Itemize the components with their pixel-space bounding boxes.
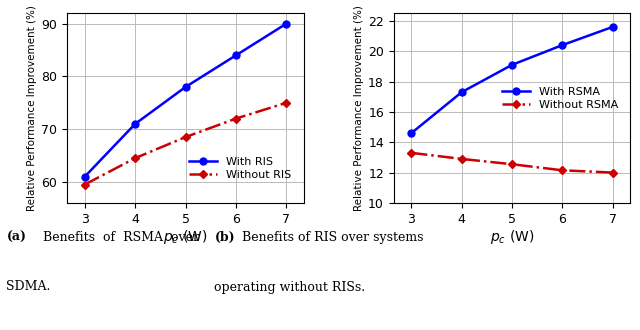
With RIS [131, 122, 139, 126]
Without RIS [282, 101, 290, 105]
With RSMA [508, 63, 516, 67]
Line: Without RSMA: Without RSMA [408, 150, 616, 176]
Without RSMA [609, 171, 616, 175]
With RSMA [458, 90, 465, 94]
Y-axis label: Relative Performance Improvement (%): Relative Performance Improvement (%) [354, 5, 364, 211]
With RIS [282, 22, 290, 26]
Text: Benefits of RIS over systems: Benefits of RIS over systems [238, 231, 424, 244]
Without RIS [131, 156, 139, 160]
Text: (b): (b) [214, 231, 235, 244]
With RSMA [408, 131, 415, 135]
X-axis label: $p_c$ (W): $p_c$ (W) [490, 228, 534, 247]
Without RSMA [559, 168, 566, 172]
Without RSMA [408, 151, 415, 155]
With RIS [81, 175, 89, 179]
Legend: With RSMA, Without RSMA: With RSMA, Without RSMA [500, 85, 620, 113]
Without RSMA [458, 157, 465, 161]
Without RIS [182, 135, 189, 139]
Y-axis label: Relative Performance Improvement (%): Relative Performance Improvement (%) [28, 5, 37, 211]
With RIS [182, 85, 189, 89]
Text: (a): (a) [6, 231, 26, 244]
With RIS [232, 53, 240, 57]
Without RIS [81, 182, 89, 186]
X-axis label: $p_c$ (W): $p_c$ (W) [163, 228, 208, 247]
Without RSMA [508, 162, 516, 166]
Line: With RSMA: With RSMA [408, 23, 616, 137]
With RSMA [609, 25, 616, 29]
Text: SDMA.: SDMA. [6, 280, 51, 293]
Line: With RIS: With RIS [81, 20, 290, 180]
Text: operating without RISs.: operating without RISs. [214, 280, 365, 293]
Without RIS [232, 116, 240, 120]
Legend: With RIS, Without RIS: With RIS, Without RIS [187, 154, 294, 182]
With RSMA [559, 43, 566, 47]
Text: Benefits  of  RSMA  over: Benefits of RSMA over [35, 231, 199, 244]
Line: Without RIS: Without RIS [82, 100, 289, 188]
